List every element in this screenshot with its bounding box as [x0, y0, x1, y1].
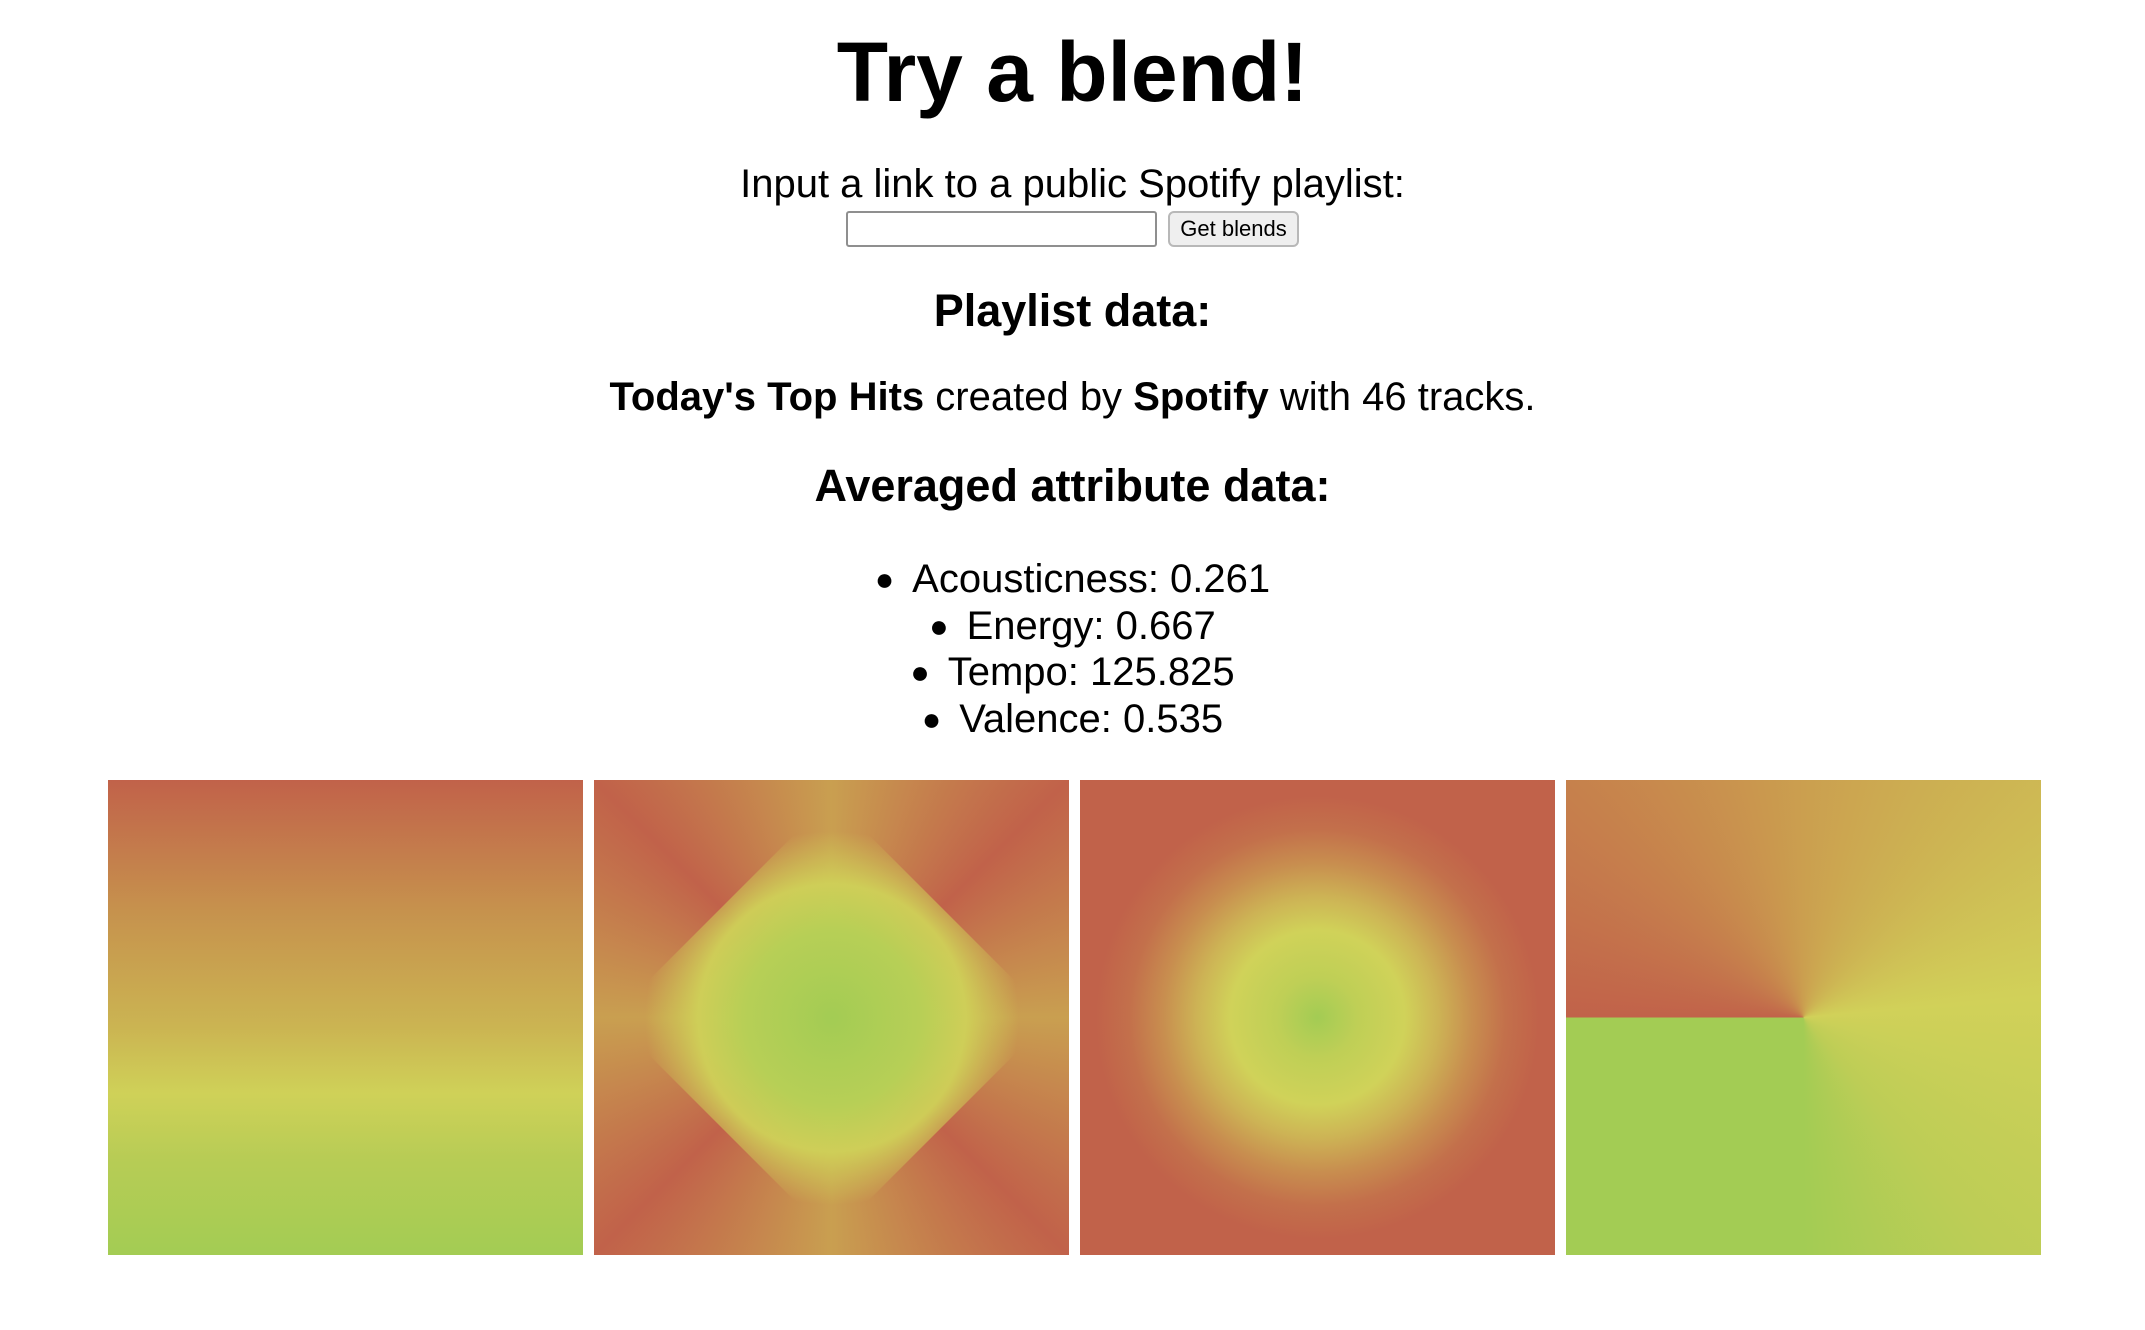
playlist-summary: Today's Top Hits created by Spotify with… — [0, 373, 2145, 421]
attribute-tempo: Tempo: 125.825 — [947, 650, 1235, 694]
attribute-energy: Energy: 0.667 — [966, 603, 1216, 648]
attribute-acousticness: Acousticness: 0.261 — [912, 557, 1271, 601]
list-item: ● Acousticness: 0.261 — [0, 556, 2145, 603]
get-blends-button[interactable]: Get blends — [1168, 211, 1299, 247]
blend-swatches — [108, 780, 2041, 1255]
attribute-list: ● Acousticness: 0.261 ● Energy: 0.667 ● Tem… — [0, 556, 2145, 742]
playlist-link-prompt: Input a link to a public Spotify playlis… — [740, 162, 1405, 206]
bullet-icon: ● — [874, 561, 895, 597]
list-item: ● Valence: 0.535 — [0, 696, 2145, 743]
created-by-text: created by — [935, 375, 1123, 419]
radial-blend-swatch — [1080, 780, 1555, 1255]
diamond-blend-core — [611, 797, 1052, 1238]
averaged-attribute-heading: Averaged attribute data: — [814, 460, 1331, 511]
linear-blend-swatch — [108, 780, 583, 1255]
with-text: with — [1279, 375, 1351, 419]
list-item: ● Tempo: 125.825 — [0, 649, 2145, 696]
playlist-link-input[interactable] — [846, 211, 1158, 247]
playlist-form: Get blends — [0, 211, 2145, 247]
attribute-valence: Valence: 0.535 — [959, 696, 1224, 741]
track-count: 46 — [1362, 375, 1407, 419]
bullet-icon: ● — [929, 607, 949, 644]
playlist-owner: Spotify — [1133, 375, 1269, 419]
diamond-blend-swatch — [594, 780, 1069, 1255]
tracks-text: tracks. — [1417, 375, 1536, 419]
conic-blend-swatch — [1566, 780, 2041, 1255]
bullet-icon: ● — [921, 700, 942, 737]
playlist-data-heading: Playlist data: — [933, 285, 1212, 336]
page-title: Try a blend! — [836, 25, 1309, 119]
bullet-icon: ● — [910, 654, 930, 690]
playlist-name: Today's Top Hits — [609, 375, 925, 419]
list-item: ● Energy: 0.667 — [0, 603, 2145, 650]
